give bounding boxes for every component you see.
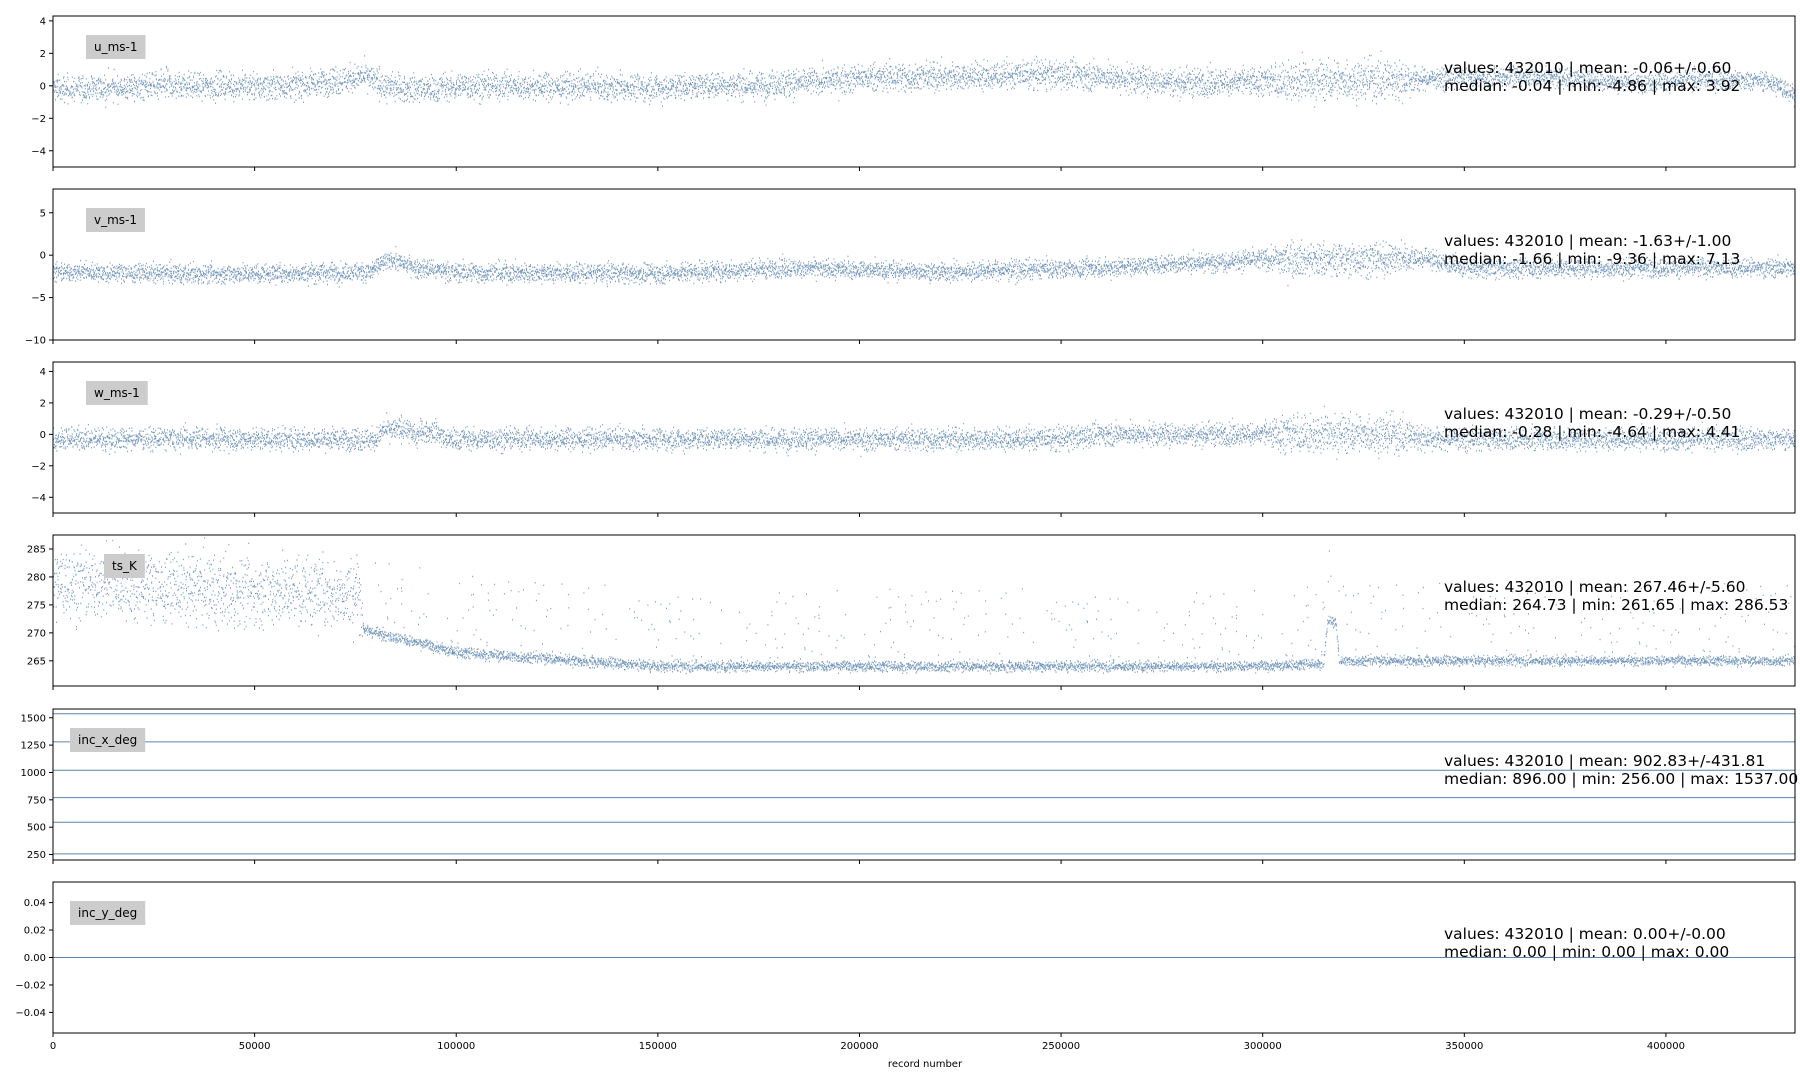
panel-ts_K: 265 270 275 280 285 ts_K values: 432010 | mean…: [27, 534, 1796, 690]
y-tick-label: −5: [31, 293, 46, 304]
y-tick-label: 285: [27, 544, 46, 555]
series-v_ms-1: [53, 239, 1795, 288]
panel-name-label: v_ms-1: [94, 213, 137, 227]
stats-line-2: median: 264.73 | min: 261.65 | max: 286.…: [1444, 596, 1788, 614]
y-tick-label: −2: [31, 114, 46, 125]
y-tick-label: −4: [31, 146, 46, 157]
panel-name-box: [86, 35, 146, 59]
scatter-points: [53, 50, 1795, 108]
x-tick-label: 100000: [437, 1041, 475, 1052]
stats-line-2: median: 896.00 | min: 256.00 | max: 1537…: [1444, 770, 1798, 788]
y-tick-label: 4: [40, 16, 46, 27]
panel-name-label: u_ms-1: [94, 40, 138, 54]
y-tick-label: 280: [27, 572, 46, 583]
y-tick-label: 1250: [21, 741, 46, 752]
series-ts_K: [53, 537, 1795, 675]
y-tick-label: −0.04: [15, 1008, 46, 1019]
y-tick-label: 500: [27, 823, 46, 834]
stats-line-2: median: 0.00 | min: 0.00 | max: 0.00: [1444, 943, 1729, 961]
panel-u_ms-1: −4 −2 0 2 4 u_ms-1 values: 432010 | mean: -0.0…: [31, 15, 1796, 171]
x-axis-label: record number: [888, 1059, 963, 1070]
panel-inc_y_deg: −0.04 −0.02 0.00 0.02 0.04 0 50000 100000 150000…: [15, 881, 1796, 1052]
x-tick-label: 300000: [1244, 1041, 1282, 1052]
panel-w_ms-1: −4 −2 0 2 4 w_ms-1 values: 432010 | mean: -0.2…: [31, 361, 1796, 517]
y-tick-label: 275: [27, 600, 46, 611]
series-w_ms-1: [53, 405, 1795, 460]
axes-frame: [52, 708, 1796, 861]
y-tick-label: 265: [27, 656, 46, 667]
stats-line-1: values: 432010 | mean: -1.63+/-1.00: [1444, 232, 1731, 250]
x-tick-label: 200000: [840, 1041, 878, 1052]
panel-name-box: [86, 208, 146, 232]
y-tick-label: −4: [31, 493, 46, 504]
panel-name-label: w_ms-1: [94, 386, 140, 400]
x-tick-label: 350000: [1445, 1041, 1483, 1052]
y-tick-label: 4: [40, 367, 46, 378]
y-tick-label: 250: [27, 850, 46, 861]
x-tick-label: 250000: [1042, 1041, 1080, 1052]
y-tick-label: 0.02: [24, 926, 46, 937]
y-tick-label: 0: [40, 81, 46, 92]
x-tick-label: 0: [50, 1041, 56, 1052]
axes-frame: [52, 361, 1796, 514]
y-tick-label: 750: [27, 795, 46, 806]
x-tick-label: 150000: [639, 1041, 677, 1052]
y-tick-label: −2: [31, 461, 46, 472]
y-tick-label: 0.04: [24, 898, 46, 909]
panel-name-box: [104, 554, 145, 578]
scatter-points: [53, 405, 1795, 460]
stats-line-2: median: -1.66 | min: -9.36 | max: 7.13: [1444, 250, 1740, 268]
series-inc_x_deg: [53, 713, 1795, 855]
axes-frame: [52, 534, 1796, 687]
y-tick-label: 0: [40, 430, 46, 441]
panel-name-box: [70, 901, 146, 925]
y-tick-label: 1500: [21, 713, 46, 724]
panel-name-label: inc_y_deg: [78, 906, 137, 920]
scatter-points: [53, 239, 1795, 288]
stats-line-1: values: 432010 | mean: 0.00+/-0.00: [1444, 925, 1726, 943]
axes-frame: [52, 15, 1796, 168]
stats-line-2: median: -0.04 | min: -4.86 | max: 3.92: [1444, 77, 1740, 95]
x-tick-label: 50000: [239, 1041, 271, 1052]
stats-line-1: values: 432010 | mean: 902.83+/-431.81: [1444, 752, 1765, 770]
y-tick-label: 2: [40, 398, 46, 409]
y-tick-label: 5: [40, 208, 46, 219]
panel-name-box: [86, 381, 148, 405]
stats-line-1: values: 432010 | mean: 267.46+/-5.60: [1444, 578, 1745, 596]
y-tick-label: 2: [40, 49, 46, 60]
y-tick-label: 270: [27, 628, 46, 639]
x-tick-label: 400000: [1647, 1041, 1685, 1052]
series-u_ms-1: [53, 50, 1795, 108]
y-tick-label: −0.02: [15, 980, 46, 991]
axes-frame: [52, 188, 1796, 341]
panel-inc_x_deg: 250 500 750 1000 1250 1500 inc_x_deg values: 43…: [21, 708, 1798, 864]
scatter-points: [53, 537, 1795, 675]
stats-line-2: median: -0.28 | min: -4.64 | max: 4.41: [1444, 423, 1740, 441]
panel-name-label: inc_x_deg: [78, 733, 137, 747]
stats-line-1: values: 432010 | mean: -0.06+/-0.60: [1444, 59, 1731, 77]
panel-name-box: [70, 728, 146, 752]
stats-line-1: values: 432010 | mean: -0.29+/-0.50: [1444, 405, 1731, 423]
y-tick-label: 0: [40, 251, 46, 262]
y-tick-label: −10: [25, 336, 46, 347]
panel-name-label: ts_K: [112, 559, 138, 573]
y-tick-label: 1000: [21, 768, 46, 779]
y-tick-label: 0.00: [24, 953, 46, 964]
panel-v_ms-1: −10 −5 0 5 v_ms-1 values: 432010 | mean: -1.6…: [25, 188, 1796, 347]
